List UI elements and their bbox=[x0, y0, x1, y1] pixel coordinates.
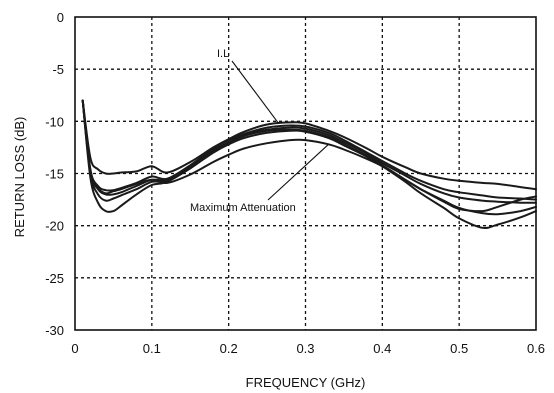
y-tick-label: -30 bbox=[45, 323, 64, 338]
y-tick-label: 0 bbox=[57, 10, 64, 25]
x-tick-label: 0.4 bbox=[373, 341, 391, 356]
y-tick-labels: 0 -5 -10 -15 -20 -25 -30 bbox=[45, 10, 64, 338]
series-line-4 bbox=[81, 99, 537, 216]
x-tick-label: 0.5 bbox=[450, 341, 468, 356]
y-tick-label: -25 bbox=[45, 271, 64, 286]
series-line-5 bbox=[81, 99, 537, 230]
x-tick-label: 0 bbox=[71, 341, 78, 356]
series-line-1 bbox=[81, 99, 537, 191]
grid-lines bbox=[75, 17, 536, 330]
annotation-max-attenuation: Maximum Attenuation bbox=[190, 143, 329, 214]
series-curves bbox=[81, 99, 537, 230]
x-tick-label: 0.1 bbox=[143, 341, 161, 356]
annotation-il-leader bbox=[231, 60, 280, 124]
x-tick-labels: 0 0.1 0.2 0.3 0.4 0.5 0.6 bbox=[71, 341, 545, 356]
series-line-6 bbox=[81, 99, 537, 213]
annotation-il-label: I.L bbox=[217, 48, 229, 60]
plot-frame bbox=[74, 16, 537, 331]
annotation-max-attenuation-leader bbox=[267, 143, 329, 201]
y-tick-label: -10 bbox=[45, 114, 64, 129]
y-tick-label: -15 bbox=[45, 167, 64, 182]
y-axis-title: RETURN LOSS (dB) bbox=[12, 117, 27, 238]
annotation-max-attenuation-label: Maximum Attenuation bbox=[190, 202, 296, 214]
x-tick-label: 0.2 bbox=[220, 341, 238, 356]
x-tick-label: 0.3 bbox=[296, 341, 314, 356]
y-tick-label: -20 bbox=[45, 219, 64, 234]
x-tick-label: 0.6 bbox=[527, 341, 545, 356]
annotation-il: I.L bbox=[217, 48, 280, 124]
series-line-3 bbox=[81, 99, 537, 204]
y-tick-label: -5 bbox=[52, 62, 64, 77]
x-axis-title: FREQUENCY (GHz) bbox=[246, 375, 366, 390]
